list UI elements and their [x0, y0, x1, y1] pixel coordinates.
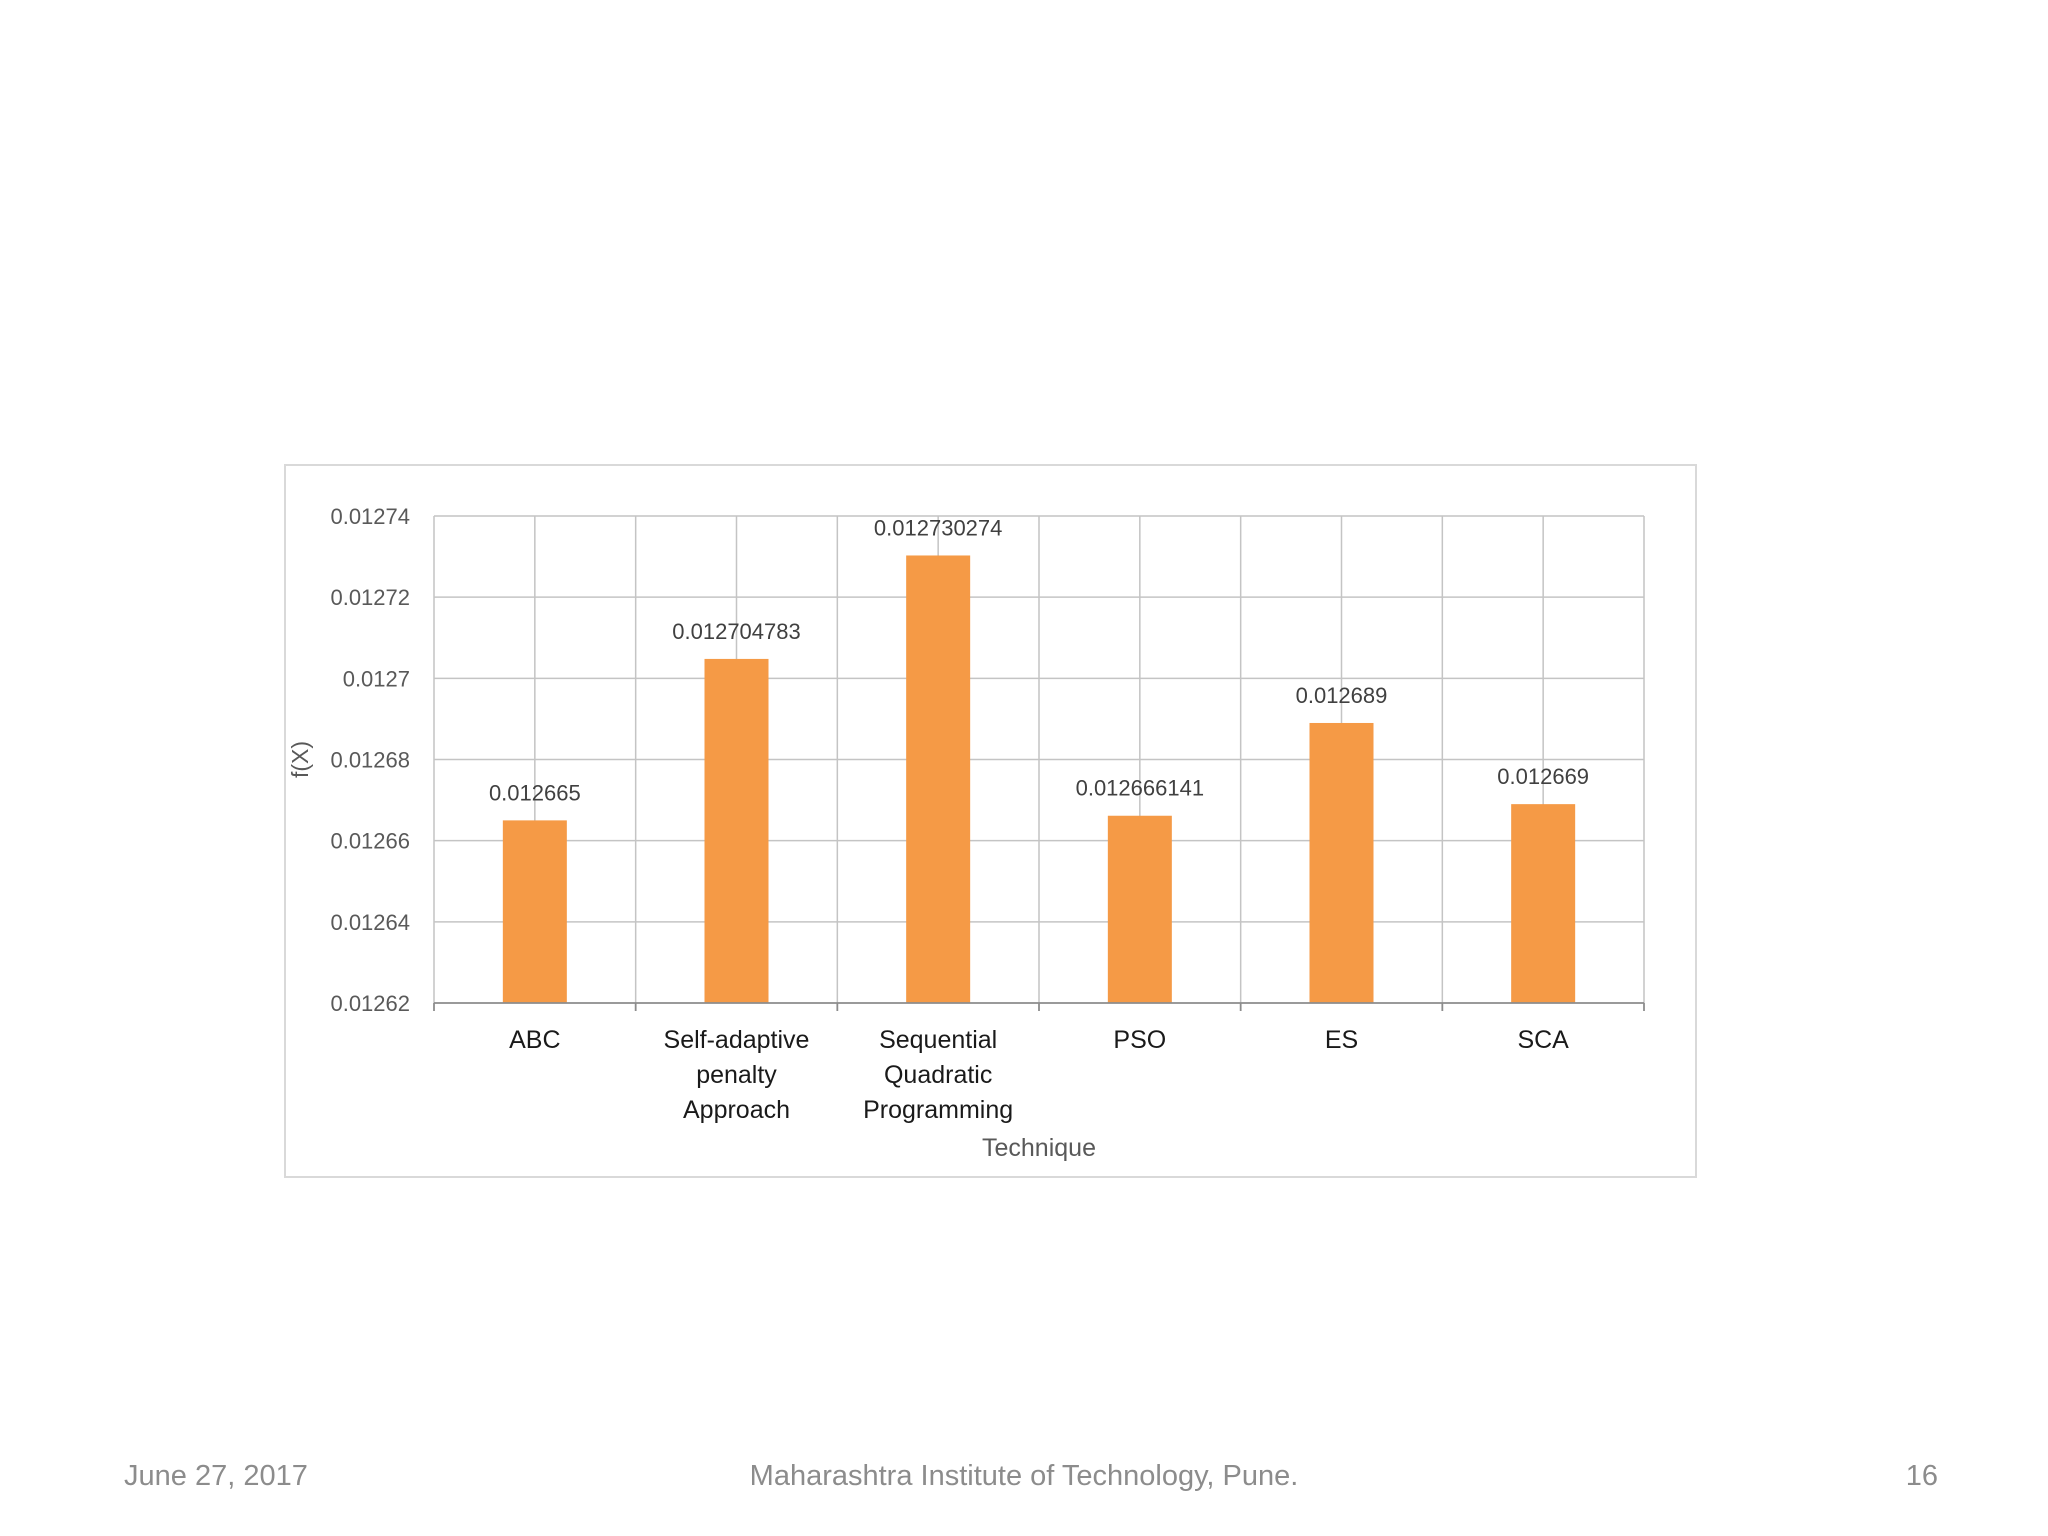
footer-date: June 27, 2017 [124, 1460, 308, 1492]
x-tick-label: ABC [509, 1026, 560, 1054]
y-tick-label: 0.01264 [330, 910, 410, 935]
x-tick-label: SCA [1517, 1026, 1569, 1054]
data-label: 0.012665 [489, 780, 581, 805]
y-tick-label: 0.01272 [330, 585, 410, 610]
x-tick-label: Self-adaptive [664, 1026, 810, 1054]
footer-organization: Maharashtra Institute of Technology, Pun… [749, 1460, 1299, 1492]
data-label: 0.012730274 [874, 515, 1002, 540]
x-tick-label: Programming [863, 1096, 1013, 1124]
bar [1309, 722, 1374, 1003]
x-tick-label: Quadratic [884, 1061, 992, 1089]
bar [906, 555, 971, 1003]
x-axis-title: Technique [982, 1134, 1096, 1162]
y-tick-label: 0.01266 [330, 829, 410, 854]
y-tick-label: 0.01262 [330, 991, 410, 1016]
chart-frame: 0.01262 0.01264 0.01266 0.01268 0.0127 0.0127… [284, 464, 1697, 1178]
bar [1107, 815, 1172, 1003]
bar [1511, 804, 1576, 1003]
y-axis-title: f(X) [287, 741, 313, 778]
y-tick-label: 0.0127 [343, 666, 410, 691]
y-tick-label: 0.01274 [330, 504, 410, 529]
x-tick-label: ES [1325, 1026, 1358, 1054]
bar-chart: 0.01262 0.01264 0.01266 0.01268 0.0127 0.0127… [287, 504, 1645, 1162]
x-tick-label: PSO [1113, 1026, 1166, 1054]
x-tick-label: penalty [696, 1061, 777, 1089]
page-number: 16 [1905, 1460, 1938, 1492]
bar [704, 658, 769, 1003]
y-tick-label: 0.01268 [330, 748, 410, 773]
data-label: 0.012666141 [1076, 776, 1204, 801]
x-tick-label: Sequential [879, 1026, 997, 1054]
data-label: 0.012669 [1497, 764, 1589, 789]
data-label: 0.012689 [1296, 683, 1388, 708]
x-tick-label: Approach [683, 1096, 790, 1124]
bar [502, 820, 567, 1003]
data-label: 0.012704783 [672, 619, 800, 644]
